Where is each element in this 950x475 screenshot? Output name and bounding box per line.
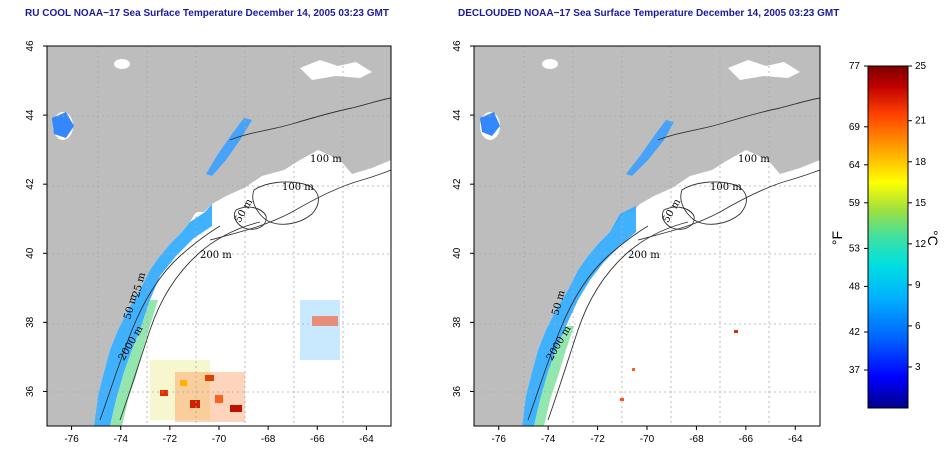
- lon-tick-label: -76: [64, 434, 79, 445]
- lon-tick-label: -76: [491, 434, 506, 445]
- lon-tick-label: -64: [359, 434, 374, 445]
- lat-tick-label: 42: [452, 178, 463, 190]
- lon-tick-label: -64: [788, 434, 803, 445]
- map-panel-left: 100 m 100 m 50 m 200 m 50 m 25 m 2000 m …: [25, 40, 392, 445]
- sst-band-gom-left: [206, 118, 252, 176]
- colorbar-c-label: 3: [915, 362, 921, 373]
- grid-left: [47, 46, 391, 426]
- colorbar-f-label: 42: [849, 327, 861, 338]
- bathymetry-contours-left: [99, 97, 391, 421]
- contour-label-200m: 200 m: [200, 250, 232, 261]
- colorbar-c-label: 21: [915, 116, 927, 127]
- grid-right: [474, 46, 820, 426]
- colorbar-c-label: 9: [915, 280, 921, 291]
- land-mass-right: [474, 46, 820, 426]
- lat-tick-label: 42: [25, 178, 36, 190]
- lon-tick-label: -72: [590, 434, 605, 445]
- lat-tick-label: 40: [25, 247, 36, 259]
- contour-label-100m-b-right: 100 m: [710, 182, 742, 193]
- contour-label-100m-a-right: 100 m: [738, 154, 770, 165]
- sst-scatter-right: [620, 330, 738, 401]
- contour-label-100m-a: 100 m: [310, 154, 342, 165]
- contour-label-200m-right: 200 m: [628, 250, 660, 261]
- sst-band-coast-left: [94, 204, 212, 426]
- lake-right-1: [542, 59, 558, 69]
- colorbar-c-label: 12: [915, 239, 927, 250]
- colorbar-fahrenheit-ticks: 77 69 64 59 53 48 42 37: [849, 61, 868, 376]
- colorbar-celsius-ticks: 25 21 18 15 12 9 6 3: [908, 61, 927, 373]
- colorbar-f-label: 53: [849, 243, 861, 254]
- lon-tick-label: -70: [640, 434, 655, 445]
- sst-band-warm-left: [110, 300, 158, 426]
- sst-patch-ne-right: [480, 112, 500, 136]
- colorbar-f-label: 77: [849, 61, 861, 72]
- colorbar-f-label: 37: [849, 365, 861, 376]
- land-mass-left: [47, 46, 391, 426]
- lat-tick-label: 38: [452, 316, 463, 328]
- bay-right: [728, 60, 800, 80]
- colorbar-c-label: 15: [915, 198, 927, 209]
- colorbar-c-label: 18: [915, 157, 927, 168]
- colorbar-f-label: 48: [849, 281, 861, 292]
- lat-tick-label: 40: [452, 247, 463, 259]
- bathymetry-contours-right: [527, 97, 820, 421]
- colorbar-f-label: 59: [849, 198, 861, 209]
- lon-tick-label: -66: [739, 434, 754, 445]
- colorbar-c-label: 6: [915, 321, 921, 332]
- lat-tick-label: 38: [25, 316, 36, 328]
- lon-tick-label: -70: [212, 434, 227, 445]
- colorbar-f-label: 69: [849, 122, 861, 133]
- colorbar-unit-celsius: °C: [925, 230, 941, 246]
- lat-tick-label: 36: [25, 385, 36, 397]
- lon-tick-label: -68: [689, 434, 704, 445]
- colorbar-unit-fahrenheit: °F: [829, 231, 845, 245]
- lat-tick-label: 36: [452, 385, 463, 397]
- colorbar-c-label: 25: [915, 61, 927, 72]
- lat-tick-label: 44: [452, 109, 463, 121]
- lat-tick-label: 46: [452, 40, 463, 52]
- axis-ticks-left: -76 -74 -72 -70 -68 -66 -64 46 44 42 40 38 36: [25, 40, 374, 445]
- bay-left: [300, 60, 372, 80]
- lon-tick-label: -72: [163, 434, 178, 445]
- map-panel-right: 100 m 100 m 50 m 200 m 50 m 2000 m -76 -7…: [452, 40, 821, 445]
- colorbar-ramp: [867, 65, 909, 409]
- lon-tick-label: -66: [310, 434, 325, 445]
- map-title-right: DECLOUDED NOAA−17 Sea Surface Temperatur…: [458, 8, 840, 19]
- map-title-left: RU COOL NOAA−17 Sea Surface Temperature …: [25, 8, 389, 19]
- lon-tick-label: -74: [113, 434, 128, 445]
- lat-tick-label: 46: [25, 40, 36, 52]
- colorbar-f-label: 64: [849, 160, 861, 171]
- sst-band-warm-right: [534, 326, 574, 426]
- lon-tick-label: -74: [541, 434, 556, 445]
- contour-label-100m-b: 100 m: [282, 182, 314, 193]
- sst-band-gom-right: [626, 120, 674, 176]
- sst-patch-ne-left: [52, 112, 74, 138]
- sst-scatter-left: [150, 300, 340, 422]
- lat-tick-label: 44: [25, 109, 36, 121]
- axis-ticks-right: -76 -74 -72 -70 -68 -66 -64 46 44 42 40 38 36: [452, 40, 803, 445]
- lake-left-1: [114, 59, 130, 69]
- colorbar: 77 69 64 59 53 48 42 37 25 21 18 15 12 9 6 3 °F °C: [829, 61, 941, 409]
- lon-tick-label: -68: [261, 434, 276, 445]
